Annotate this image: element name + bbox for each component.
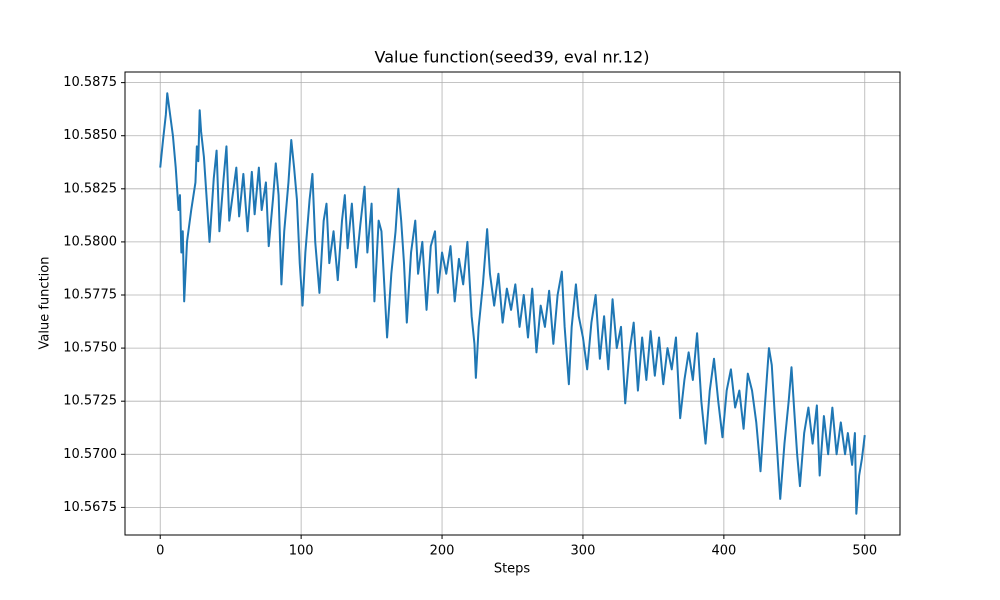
y-axis-label: Value function <box>38 257 53 350</box>
x-tick-label: 100 <box>289 544 314 559</box>
y-tick-label: 10.5875 <box>63 75 117 90</box>
y-tick-label: 10.5800 <box>63 234 117 249</box>
y-tick-label: 10.5725 <box>63 394 117 409</box>
x-tick-label: 300 <box>571 544 596 559</box>
x-tick-label: 500 <box>852 544 877 559</box>
x-tick-label: 400 <box>711 544 736 559</box>
plot-frame <box>124 71 901 536</box>
y-tick-label: 10.5750 <box>63 341 117 356</box>
y-tick-label: 10.5850 <box>63 128 117 143</box>
y-tick-label: 10.5775 <box>63 288 117 303</box>
x-tick-label: 0 <box>156 544 164 559</box>
series-line <box>159 92 866 515</box>
x-tick-label: 200 <box>430 544 455 559</box>
chart-title: Value function(seed39, eval nr.12) <box>375 48 650 67</box>
y-tick-label: 10.5675 <box>63 500 117 515</box>
y-tick-label: 10.5700 <box>63 447 117 462</box>
x-axis-label: Steps <box>494 562 531 577</box>
y-tick-label: 10.5825 <box>63 181 117 196</box>
